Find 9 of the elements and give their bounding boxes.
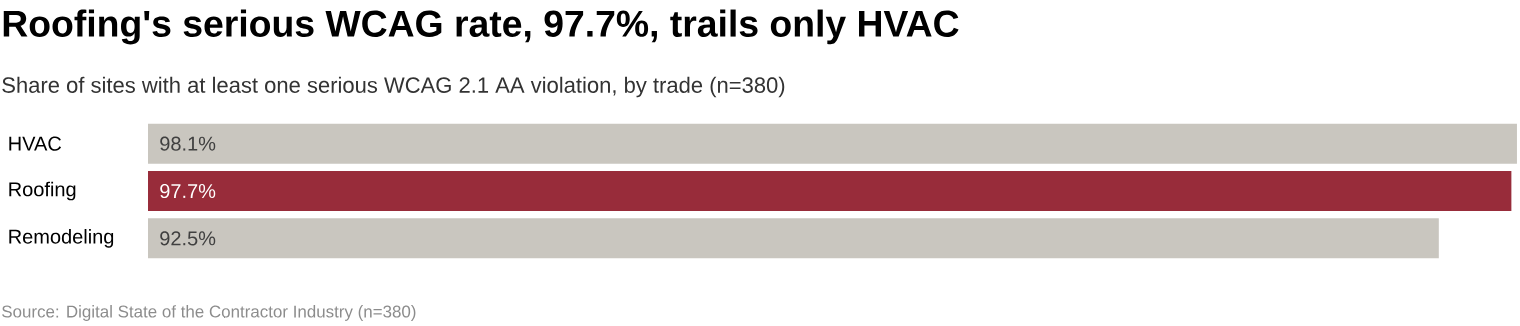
- data-label: 98.1%: [160, 136, 216, 151]
- y-tick-label: HVAC: [9, 136, 62, 151]
- source-note: Source: Digital State of the Contractor Industry (n=380): [2, 305, 416, 321]
- y-tick-label: Roofing: [9, 181, 76, 201]
- data-label: 92.5%: [160, 231, 216, 246]
- data-label: 97.7%: [160, 183, 216, 199]
- y-tick-label: Remodeling: [9, 229, 114, 248]
- chart-subtitle: Share of sites with at least one serious WCAG 2.1 AA violation, by trade (n=380): [2, 76, 785, 98]
- chart-title: Roofing's serious WCAG rate, 97.7%, trails only HVAC: [3, 9, 959, 45]
